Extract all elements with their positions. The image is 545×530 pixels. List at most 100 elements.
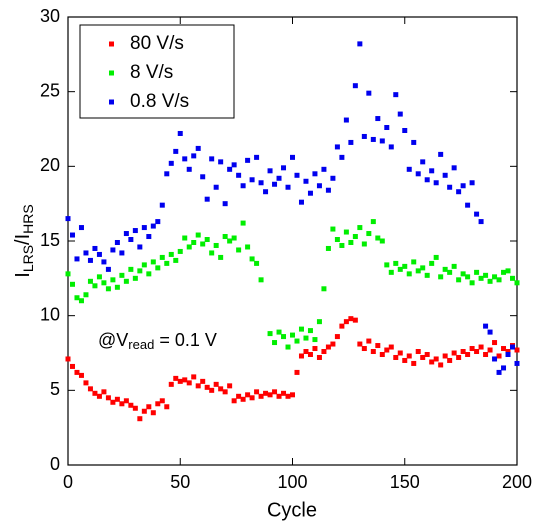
data-point [150, 410, 156, 416]
data-point [200, 378, 206, 384]
data-point [227, 166, 233, 172]
data-point [438, 274, 444, 280]
data-point [370, 136, 376, 142]
data-point [209, 250, 215, 256]
data-point [397, 266, 403, 272]
data-point [514, 360, 520, 366]
data-point [290, 332, 295, 338]
data-point [415, 171, 421, 177]
data-point [200, 241, 206, 247]
data-point [316, 183, 322, 189]
data-point [411, 139, 417, 145]
data-point [195, 232, 201, 238]
data-point [447, 269, 453, 275]
data-point [69, 363, 75, 369]
data-point [155, 401, 161, 407]
data-point [96, 393, 102, 399]
data-point [168, 251, 174, 257]
data-point [370, 349, 376, 355]
data-point [236, 247, 242, 253]
data-point [155, 219, 161, 225]
data-point [141, 225, 147, 231]
y-axis-title: ILRS/IHRS [12, 204, 35, 277]
data-point [487, 329, 493, 335]
data-point [132, 228, 138, 234]
data-point [420, 265, 426, 271]
y-tick-label: 25 [40, 80, 60, 100]
data-point [164, 171, 170, 177]
data-point [78, 225, 84, 231]
data-point [294, 172, 300, 178]
data-point [177, 378, 183, 384]
data-point [465, 274, 471, 280]
data-point [83, 292, 89, 298]
data-point [307, 351, 313, 357]
data-point [177, 130, 183, 136]
data-point [123, 278, 129, 284]
data-point [339, 323, 345, 329]
data-point [415, 268, 421, 274]
data-point [460, 183, 466, 189]
data-point [474, 269, 480, 275]
data-point [388, 144, 394, 150]
data-point [348, 316, 354, 322]
data-point [227, 383, 233, 389]
x-tick-label: 100 [277, 472, 307, 492]
data-point [325, 187, 331, 193]
data-point [164, 404, 170, 410]
data-point [510, 344, 516, 350]
y-title-part: /I [12, 234, 34, 245]
data-point [352, 317, 358, 323]
data-point [245, 392, 251, 398]
data-point [343, 319, 349, 325]
data-point [78, 298, 84, 304]
data-point [240, 220, 246, 226]
data-point [298, 353, 304, 359]
data-point [258, 277, 264, 283]
data-point [330, 341, 336, 347]
data-point [415, 349, 421, 355]
data-point [137, 244, 143, 250]
data-point [406, 353, 412, 359]
data-point [114, 284, 120, 290]
data-point [141, 262, 147, 268]
data-point [87, 278, 93, 284]
data-point [249, 256, 255, 262]
data-point [191, 374, 197, 380]
y-title-sub: LRS [20, 245, 36, 272]
data-point [334, 334, 340, 340]
data-point [177, 248, 183, 254]
data-point [119, 272, 125, 278]
data-point [312, 171, 318, 177]
data-point [406, 271, 412, 277]
data-point [285, 344, 291, 350]
data-point [258, 180, 264, 186]
x-tick-label: 200 [502, 472, 532, 492]
data-point [393, 354, 399, 360]
data-point [316, 354, 322, 360]
data-point [231, 235, 237, 241]
data-point [447, 357, 453, 363]
data-point [272, 181, 278, 187]
data-point [456, 189, 462, 195]
annotation-sub: read [128, 337, 154, 352]
data-point [334, 144, 340, 150]
data-point [321, 349, 327, 355]
data-point [330, 226, 336, 232]
legend-box [79, 24, 235, 119]
data-point [424, 177, 430, 183]
data-point [465, 351, 471, 357]
data-point [312, 346, 318, 352]
data-point [105, 266, 111, 272]
data-point [429, 260, 435, 266]
data-point [370, 219, 376, 225]
x-tick-label: 150 [390, 472, 420, 492]
data-point [263, 189, 269, 195]
data-point [424, 272, 430, 278]
data-point [249, 395, 255, 401]
y-tick-label: 20 [40, 155, 60, 175]
data-point [321, 286, 327, 292]
data-point [168, 381, 174, 387]
data-point [236, 172, 242, 178]
data-point [276, 393, 282, 399]
